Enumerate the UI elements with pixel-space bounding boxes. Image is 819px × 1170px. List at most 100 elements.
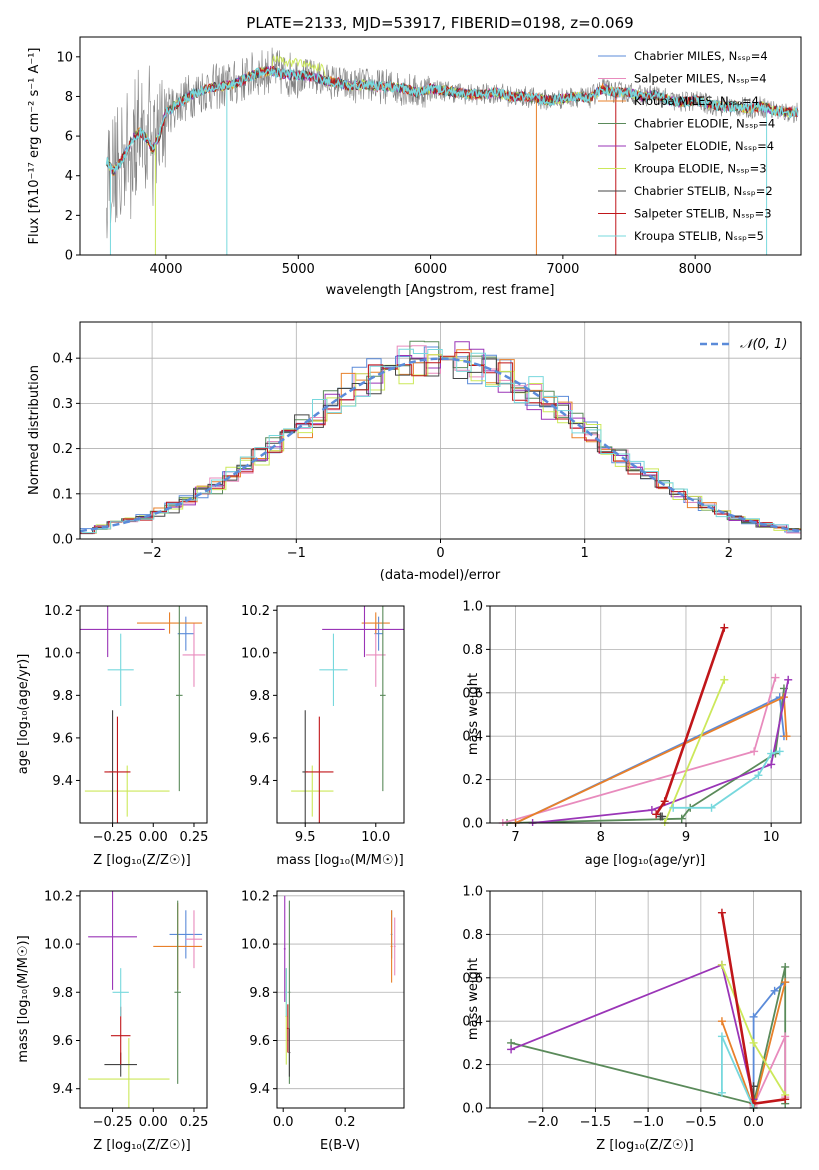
weight-lines xyxy=(498,623,793,826)
mass-vs-metallicity-panel: −0.25 0.00 0.25 9.4 9.6 9.8 10.0 10.2 Z [log₁₀(… xyxy=(16,889,208,1153)
y-tick-label: 1.0 xyxy=(462,600,483,615)
chart-title: PLATE=2133, MJD=53917, FIBERID=0198, z=0… xyxy=(246,14,633,32)
age-vs-mass-frame xyxy=(276,605,405,824)
y-tick-label: 0.3 xyxy=(52,397,73,412)
age-vs-metallicity-ticks: −0.25 0.00 0.25 9.4 9.6 9.8 10.0 10.2 xyxy=(44,604,208,845)
legend-label: Salpeter MILES, Nₛₛₚ=4 xyxy=(634,72,767,86)
x-tick-label: −0.5 xyxy=(685,1115,717,1130)
histogram-xlabel: (data-model)/error xyxy=(380,568,501,583)
histogram-step-series xyxy=(80,358,800,534)
x-tick-label: 7 xyxy=(511,830,519,845)
y-tick-label: 0.8 xyxy=(462,928,483,943)
y-tick-label: 9.8 xyxy=(52,689,73,704)
x-tick-label: 5000 xyxy=(282,262,315,277)
x-tick-label: 10 xyxy=(763,830,780,845)
weights-vs-age-ticks: 7 8 9 10 0.0 0.2 0.4 0.6 0.8 1.0 xyxy=(462,600,779,846)
y-tick-label: 0.6 xyxy=(462,971,483,986)
mass-vs-ebv-ticks: 0.0 0.2 9.4 9.6 9.8 10.0 10.2 xyxy=(241,889,355,1130)
age-vs-metallicity-panel: −0.25 0.00 0.25 9.4 9.6 9.8 10.0 10.2 Z [log₁₀(… xyxy=(16,604,208,868)
weights-vs-metallicity-ylabel: mass weight xyxy=(466,958,481,1040)
x-tick-label: 0.2 xyxy=(335,1115,356,1130)
y-tick-label: 0 xyxy=(65,249,73,264)
y-tick-label: 0.4 xyxy=(52,352,73,367)
mass-vs-ebv-grid xyxy=(277,895,404,1090)
histogram-step-series xyxy=(80,341,801,534)
x-tick-label: −1.5 xyxy=(580,1115,612,1130)
weights-vs-age-panel: 7 8 9 10 0.0 0.2 0.4 0.6 0.8 1.0 age [log₁₀(age/y… xyxy=(462,600,802,868)
y-tick-label: 0.4 xyxy=(462,1015,483,1030)
spectrum-ylabel: Flux [fλ10⁻¹⁷ erg cm⁻² s⁻¹ A⁻¹] xyxy=(27,48,42,245)
y-tick-label: 9.4 xyxy=(52,774,73,789)
observed-spectrum xyxy=(106,47,799,239)
y-tick-label: 9.8 xyxy=(52,986,73,1001)
x-tick-label: −2.0 xyxy=(527,1115,559,1130)
mass-vs-ebv-panel: 0.0 0.2 9.4 9.6 9.8 10.0 10.2 E(B-V) xyxy=(241,889,405,1153)
spectrum-frame xyxy=(79,36,802,256)
y-tick-label: 10.2 xyxy=(241,604,270,619)
weights-vs-age-frame xyxy=(489,605,802,824)
spectrum-ticks: 4000 5000 6000 7000 8000 0 2 4 6 8 10 xyxy=(56,50,711,277)
x-tick-label: 0.25 xyxy=(179,1115,208,1130)
legend-label: Chabrier MILES, Nₛₛₚ=4 xyxy=(634,49,768,63)
y-tick-label: 9.4 xyxy=(52,1082,73,1097)
age-vs-mass-points xyxy=(291,606,404,823)
weight-series-line xyxy=(663,679,726,824)
x-tick-label: 4000 xyxy=(149,262,182,277)
x-tick-label: 0.25 xyxy=(179,830,208,845)
x-tick-label: 7000 xyxy=(546,262,579,277)
x-tick-label: −0.25 xyxy=(93,830,133,845)
y-tick-label: 0.6 xyxy=(462,686,483,701)
weights-vs-metallicity-xlabel: Z [log₁₀(Z/Z☉)] xyxy=(596,1138,693,1153)
y-tick-label: 9.6 xyxy=(249,731,270,746)
spectrum-panel: PLATE=2133, MJD=53917, FIBERID=0198, z=0… xyxy=(27,14,802,298)
weights-vs-age-xlabel: age [log₁₀(age/yr)] xyxy=(585,853,706,868)
y-tick-label: 6 xyxy=(65,130,73,145)
age-vs-metallicity-frame xyxy=(79,605,208,824)
histogram-legend: 𝒩(0, 1) xyxy=(700,337,787,352)
mass-vs-ebv-frame xyxy=(276,890,405,1109)
spectrum-content xyxy=(105,47,799,255)
y-tick-label: 0.0 xyxy=(462,817,483,832)
y-tick-label: 0.4 xyxy=(462,730,483,745)
y-tick-label: 10.0 xyxy=(44,646,73,661)
y-tick-label: 9.8 xyxy=(249,986,270,1001)
y-tick-label: 0.2 xyxy=(462,773,483,788)
y-tick-label: 10.0 xyxy=(44,938,73,953)
normal-distribution-curve xyxy=(80,357,801,533)
x-tick-label: −1 xyxy=(287,546,306,561)
y-tick-label: 0.2 xyxy=(52,442,73,457)
mass-vs-metallicity-xlabel: Z [log₁₀(Z/Z☉)] xyxy=(93,1138,190,1153)
weight-lines xyxy=(507,908,790,1111)
spectrum-legend: Chabrier MILES, Nₛₛₚ=4 Salpeter MILES, Nₛ… xyxy=(598,49,775,243)
y-tick-label: 9.6 xyxy=(52,731,73,746)
mass-vs-metallicity-ylabel: mass [log₁₀(M/M☉)] xyxy=(16,935,31,1062)
weights-vs-age-lines xyxy=(498,623,793,826)
y-tick-label: 10.2 xyxy=(44,604,73,619)
x-tick-label: −1.0 xyxy=(632,1115,664,1130)
x-tick-label: 2 xyxy=(725,546,733,561)
mass-vs-metallicity-ticks: −0.25 0.00 0.25 9.4 9.6 9.8 10.0 10.2 xyxy=(44,889,208,1130)
model-spectrum-line xyxy=(105,67,799,174)
legend-label: Salpeter ELODIE, Nₛₛₚ=4 xyxy=(634,139,774,153)
legend-label-normal: 𝒩(0, 1) xyxy=(740,337,787,352)
error-bars xyxy=(80,606,206,823)
legend-label: Salpeter STELIB, Nₛₛₚ=3 xyxy=(634,207,772,221)
histogram-content xyxy=(80,340,801,535)
y-tick-label: 10.0 xyxy=(241,938,270,953)
x-tick-label: −0.25 xyxy=(93,1115,133,1130)
spectrum-lines xyxy=(105,47,799,255)
x-tick-label: 9.5 xyxy=(295,830,316,845)
age-vs-metallicity-points xyxy=(80,606,206,823)
y-tick-label: 10.0 xyxy=(241,646,270,661)
y-tick-label: 0.0 xyxy=(52,533,73,548)
age-vs-metallicity-ylabel: age [log₁₀(age/yr)] xyxy=(16,654,31,775)
y-tick-label: 1.0 xyxy=(462,885,483,900)
spectrum-xlabel: wavelength [Angstrom, rest frame] xyxy=(326,283,555,298)
x-tick-label: 8 xyxy=(597,830,605,845)
y-tick-label: 10 xyxy=(56,50,73,65)
legend-label: Kroupa STELIB, Nₛₛₚ=5 xyxy=(634,229,764,243)
x-tick-label: 0.0 xyxy=(743,1115,764,1130)
weights-vs-metallicity-frame xyxy=(489,890,802,1109)
